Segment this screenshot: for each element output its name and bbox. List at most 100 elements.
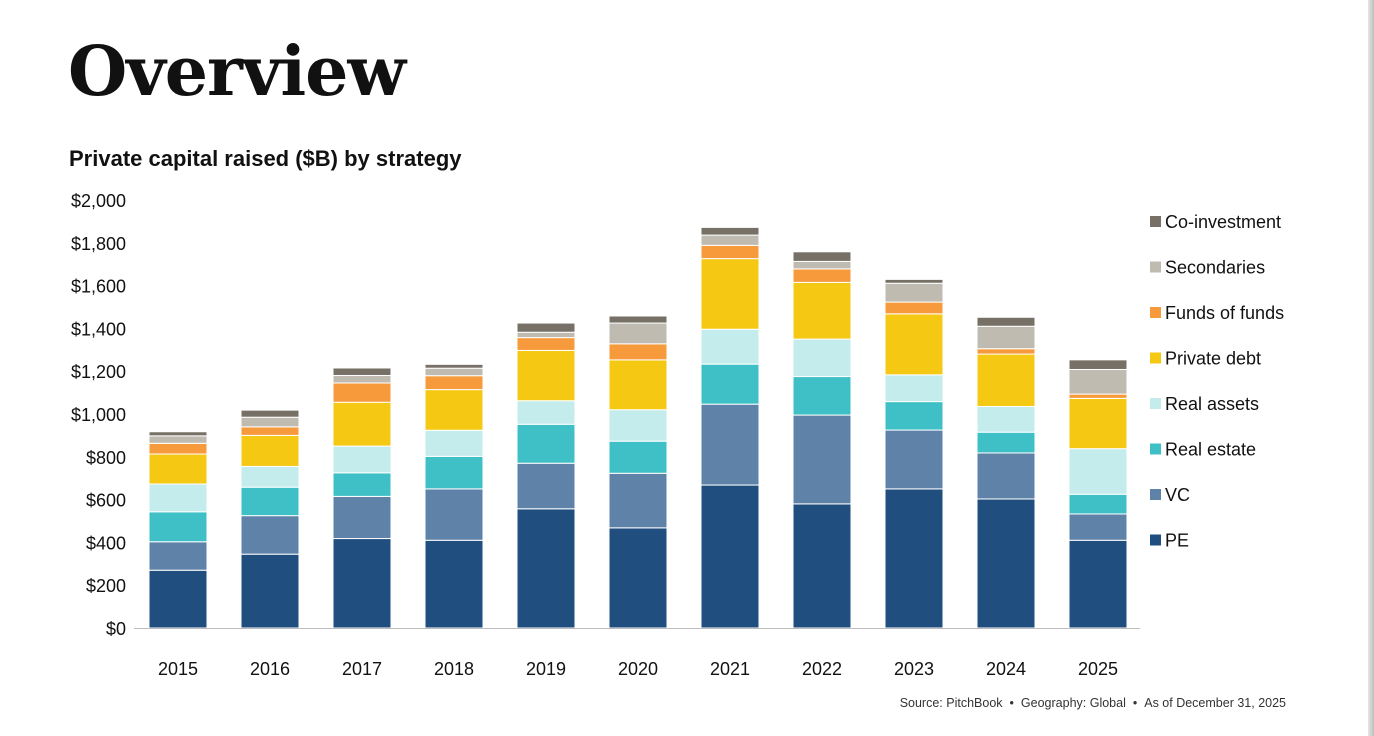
x-tick-label: 2017	[342, 659, 382, 679]
x-tick-label: 2018	[434, 659, 474, 679]
as-of-text: As of December 31, 2025	[1144, 696, 1286, 710]
bar-segment-secondaries	[700, 234, 760, 246]
bar-segment-vc	[608, 472, 668, 529]
x-tick-label: 2022	[802, 659, 842, 679]
bar-segment-real-estate	[884, 401, 944, 431]
bar-segment-co-investment	[148, 431, 208, 437]
legend-swatch	[1150, 534, 1161, 546]
legend-swatch	[1150, 307, 1161, 318]
bar-segment-pe	[792, 503, 852, 629]
bar-segment-pe	[884, 488, 944, 629]
x-tick-label: 2021	[710, 659, 750, 679]
bar-segment-vc	[332, 495, 392, 540]
bar-segment-private-debt	[884, 313, 944, 376]
bar-segment-pe	[332, 538, 392, 629]
bar-segment-vc	[792, 414, 852, 505]
bar-segment-pe	[424, 539, 484, 629]
bar-segment-private-debt	[976, 353, 1036, 408]
bar-segment-real-assets	[976, 406, 1036, 433]
bar-segment-private-debt	[516, 349, 576, 402]
bar-segment-real-assets	[516, 400, 576, 425]
bar-segment-real-estate	[1068, 493, 1128, 515]
legend-label: Private debt	[1165, 349, 1261, 369]
source-separator: •	[1132, 696, 1138, 710]
x-axis: 2015 2016 2017 2018 2019 2020 2021 2022 2023 2024…	[158, 659, 1118, 679]
bar-segment-funds-of-funds	[516, 337, 576, 351]
bar-segment-funds-of-funds	[700, 244, 760, 260]
bar-segment-private-debt	[1068, 397, 1128, 450]
bar-segment-co-investment	[516, 322, 576, 333]
legend-label: Funds of funds	[1165, 303, 1284, 323]
y-tick-label: $1,800	[71, 234, 126, 254]
bar-segment-co-investment	[424, 363, 484, 369]
bar-segment-vc	[148, 541, 208, 571]
bar-segment-real-assets	[148, 483, 208, 513]
bar-segment-private-debt	[424, 389, 484, 431]
bar-segment-vc	[424, 488, 484, 541]
bars	[148, 226, 1128, 629]
y-tick-label: $0	[106, 619, 126, 639]
bar-segment-real-estate	[240, 486, 300, 517]
geography-text: Geography: Global	[1020, 696, 1126, 710]
legend-swatch	[1150, 352, 1161, 364]
bar-segment-private-debt	[332, 401, 392, 447]
y-tick-label: $800	[86, 448, 126, 468]
bar-segment-real-estate	[332, 472, 392, 497]
x-tick-label: 2015	[158, 659, 198, 679]
x-tick-label: 2023	[894, 659, 934, 679]
bar-segment-private-debt	[148, 453, 208, 485]
y-tick-label: $1,400	[71, 319, 126, 339]
page-title: Overview	[68, 32, 406, 112]
x-tick-label: 2019	[526, 659, 566, 679]
bar-segment-pe	[976, 498, 1036, 629]
x-tick-label: 2016	[250, 659, 290, 679]
legend-swatch	[1150, 443, 1161, 455]
bar-segment-vc	[976, 452, 1036, 500]
x-tick-label: 2024	[986, 659, 1026, 679]
source-separator: •	[1009, 696, 1014, 710]
bar-segment-real-assets	[240, 465, 300, 488]
bar-segment-pe	[516, 508, 576, 629]
bar-segment-co-investment	[792, 251, 852, 262]
bar-segment-secondaries	[976, 325, 1036, 350]
bar-segment-funds-of-funds	[148, 442, 208, 455]
bar-segment-secondaries	[792, 260, 852, 270]
y-tick-label: $600	[86, 491, 126, 511]
bar-segment-funds-of-funds	[424, 375, 484, 391]
bar-segment-real-estate	[516, 423, 576, 464]
bar-segment-vc	[1068, 513, 1128, 541]
bar-segment-real-assets	[884, 374, 944, 403]
y-tick-label: $1,000	[71, 405, 126, 425]
bar-segment-pe	[240, 553, 300, 629]
bar-segment-secondaries	[608, 322, 668, 345]
bar-segment-vc	[240, 515, 300, 555]
bar-segment-funds-of-funds	[976, 348, 1036, 355]
window-edge	[1368, 0, 1374, 736]
bar-segment-secondaries	[884, 282, 944, 303]
source-note: Source: PitchBook • Geography: Global • As o…	[900, 696, 1286, 710]
bar-segment-secondaries	[1068, 368, 1128, 395]
bar-segment-co-investment	[240, 409, 300, 418]
bar-segment-funds-of-funds	[792, 268, 852, 283]
bar-segment-funds-of-funds	[332, 382, 392, 403]
legend-label: Real assets	[1165, 394, 1259, 414]
bar-segment-real-estate	[148, 511, 208, 543]
bar-segment-co-investment	[1068, 359, 1128, 370]
bar-segment-private-debt	[240, 434, 300, 467]
legend-label: Secondaries	[1165, 258, 1265, 278]
bar-segment-private-debt	[792, 281, 852, 340]
bar-segment-real-estate	[700, 363, 760, 405]
bar-segment-real-assets	[424, 429, 484, 457]
bar-segment-private-debt	[700, 258, 760, 330]
bar-segment-funds-of-funds	[884, 301, 944, 315]
bar-segment-co-investment	[976, 316, 1036, 327]
x-tick-label: 2025	[1078, 659, 1118, 679]
legend-swatch	[1150, 489, 1161, 500]
bar-segment-funds-of-funds	[240, 426, 300, 436]
legend-label: VC	[1165, 485, 1190, 505]
y-tick-label: $1,600	[71, 277, 126, 297]
x-tick-label: 2020	[618, 659, 658, 679]
legend-swatch	[1150, 216, 1161, 227]
bar-segment-funds-of-funds	[608, 343, 668, 361]
